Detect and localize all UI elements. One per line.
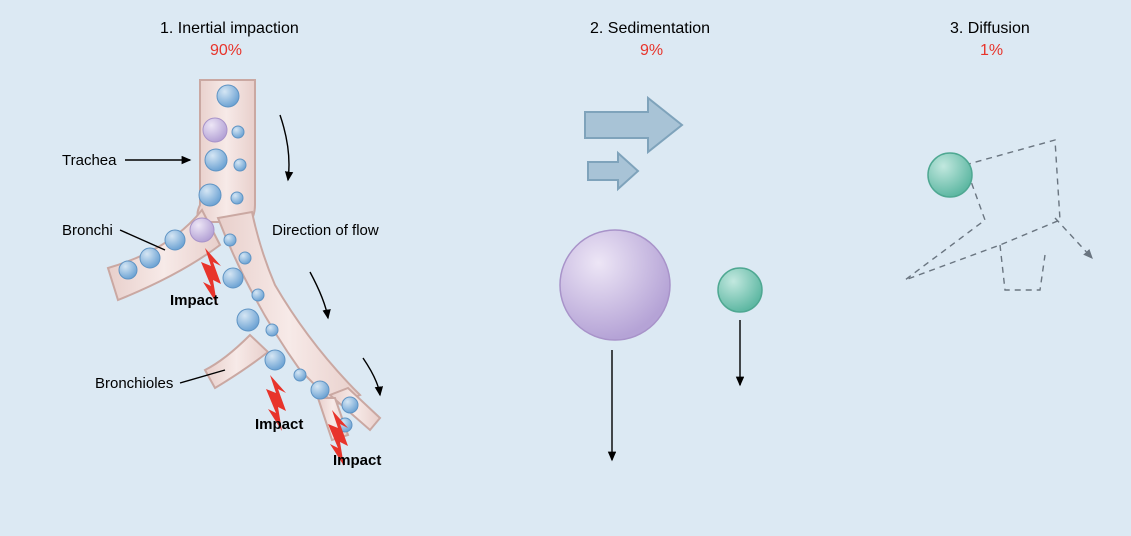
impact-label-3: Impact [333, 452, 381, 469]
particle [237, 309, 259, 331]
particle [266, 324, 278, 336]
diffusion-panel [905, 140, 1092, 290]
bronchioles-label: Bronchioles [95, 375, 173, 392]
bronchi-label: Bronchi [62, 222, 113, 239]
particle [265, 350, 285, 370]
particle [252, 289, 264, 301]
particle [119, 261, 137, 279]
trachea-label: Trachea [62, 152, 116, 169]
particle [342, 397, 358, 413]
particle [224, 234, 236, 246]
particle [217, 85, 239, 107]
particle [234, 159, 246, 171]
impact-label-1: Impact [170, 292, 218, 309]
particle [231, 192, 243, 204]
diagram-svg [0, 0, 1131, 536]
particle [190, 218, 214, 242]
particle [199, 184, 221, 206]
particle [232, 126, 244, 138]
particle [165, 230, 185, 250]
particle [205, 149, 227, 171]
particle [294, 369, 306, 381]
diagram-canvas: 1. Inertial impaction 90% 2. Sedimentati… [0, 0, 1131, 536]
flow-label: Direction of flow [272, 222, 379, 239]
particle [140, 248, 160, 268]
particle [311, 381, 329, 399]
impact-label-2: Impact [255, 416, 303, 433]
sedimentation-panel [560, 98, 762, 460]
particle [223, 268, 243, 288]
particle [239, 252, 251, 264]
particle [203, 118, 227, 142]
